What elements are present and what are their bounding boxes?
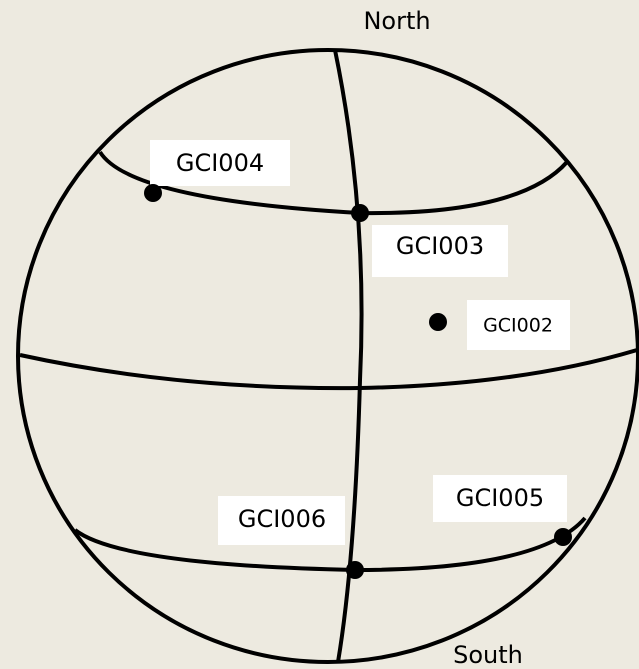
- point-gci004: GCI004: [144, 140, 290, 202]
- globe: [16, 48, 639, 664]
- point-dot: [346, 561, 364, 579]
- label-box: [150, 140, 290, 186]
- point-dot: [429, 313, 447, 331]
- point-dot: [554, 528, 572, 546]
- point-label: GCI004: [176, 149, 264, 177]
- south-label: South: [453, 641, 523, 669]
- point-label: GCI005: [456, 484, 544, 512]
- label-box: [372, 225, 508, 277]
- equator: [19, 348, 638, 391]
- point-gci006: GCI006: [218, 496, 364, 579]
- meridian: [333, 49, 364, 663]
- point-gci002: GCI002: [429, 300, 570, 350]
- label-box: [467, 300, 570, 350]
- point-label: GCI002: [483, 315, 553, 337]
- point-dot: [144, 184, 162, 202]
- north-label: North: [363, 7, 430, 35]
- point-label: GCI003: [396, 232, 484, 260]
- point-dot: [351, 204, 369, 222]
- point-gci003: GCI003: [351, 204, 508, 277]
- label-box: [433, 475, 567, 522]
- point-label: GCI006: [238, 505, 326, 533]
- globe-outline: [16, 48, 639, 664]
- label-box: [218, 496, 345, 545]
- point-gci005: GCI005: [433, 475, 572, 546]
